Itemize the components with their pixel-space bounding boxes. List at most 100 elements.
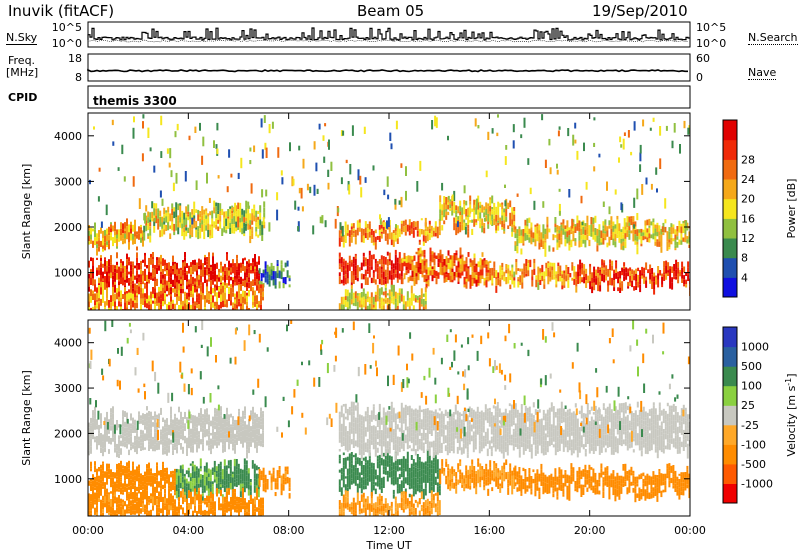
scatter-echo — [179, 361, 182, 373]
scatter-echo — [383, 189, 386, 196]
scatter-echo — [117, 348, 119, 354]
scatter-echo — [585, 417, 588, 425]
colorbar-tick-label: 100 — [741, 380, 762, 393]
scatter-echo — [201, 320, 204, 330]
scatter-echo — [620, 202, 623, 211]
scatter-echo — [537, 399, 540, 409]
scatter-echo — [348, 184, 351, 195]
scatter-echo — [462, 371, 465, 377]
scatter-echo — [619, 136, 622, 143]
scatter-echo — [330, 161, 333, 171]
colorbar-tick-label: 1000 — [741, 341, 769, 354]
scatter-echo — [172, 432, 175, 443]
scatter-echo — [293, 389, 296, 398]
scatter-echo — [574, 122, 577, 129]
scatter-echo — [328, 139, 330, 150]
scatter-echo — [643, 383, 646, 393]
scatter-echo — [184, 171, 187, 182]
scatter-echo — [668, 383, 671, 390]
scatter-echo — [409, 332, 412, 339]
scatter-echo — [357, 366, 360, 377]
y-axis-label: Slant Range [km] — [20, 370, 33, 466]
scatter-echo — [188, 411, 191, 419]
scatter-echo — [645, 177, 648, 185]
scatter-echo — [558, 210, 561, 216]
scatter-echo — [389, 427, 392, 432]
scatter-echo — [252, 389, 255, 395]
scatter-echo — [453, 350, 456, 361]
scatter-echo — [340, 177, 343, 185]
scatter-echo — [491, 128, 494, 134]
colorbar-swatch — [723, 346, 737, 367]
scatter-echo — [104, 320, 107, 332]
nsearch-trace — [87, 39, 689, 43]
scatter-echo — [451, 361, 453, 368]
scatter-echo — [156, 419, 159, 428]
scatter-echo — [144, 391, 146, 400]
date-title: 19/Sep/2010 — [592, 2, 688, 20]
scatter-echo — [513, 400, 515, 409]
scatter-echo — [477, 125, 480, 129]
scatter-echo — [523, 412, 526, 423]
data-region — [338, 401, 690, 461]
x-tick-label: 00:00 — [72, 524, 104, 537]
scatter-echo — [558, 188, 561, 192]
scatter-echo — [440, 357, 443, 365]
scatter-echo — [330, 418, 333, 427]
scatter-echo — [466, 388, 469, 400]
scatter-echo — [319, 216, 322, 224]
scatter-echo — [658, 391, 661, 395]
scatter-echo — [578, 382, 581, 393]
scatter-echo — [574, 139, 577, 144]
nsky-label: N.Sky — [6, 31, 38, 45]
scatter-echo — [447, 195, 450, 200]
scatter-echo — [431, 120, 434, 130]
scatter-echo — [276, 192, 279, 201]
scatter-echo — [190, 387, 193, 396]
scatter-echo — [544, 375, 547, 386]
scatter-echo — [182, 346, 185, 353]
scatter-echo — [487, 131, 490, 140]
scatter-echo — [463, 407, 466, 412]
scatter-echo — [470, 418, 473, 422]
y-tick-label: 2000 — [54, 427, 82, 440]
scatter-echo — [551, 322, 554, 331]
nave-tick-top: 60 — [696, 52, 710, 65]
scatter-echo — [199, 122, 201, 131]
scatter-echo — [441, 182, 444, 191]
scatter-echo — [582, 426, 585, 433]
data-region — [88, 487, 264, 516]
scatter-echo — [446, 334, 449, 342]
scatter-echo — [373, 335, 375, 339]
scatter-echo — [406, 363, 408, 371]
scatter-echo — [229, 357, 232, 364]
scatter-echo — [390, 143, 393, 150]
scatter-echo — [100, 221, 103, 228]
colorbar-swatch — [723, 277, 737, 298]
scatter-echo — [659, 158, 662, 169]
scatter-echo — [556, 169, 559, 175]
colorbar-label: Velocity [m s-1] — [784, 373, 798, 456]
scatter-echo — [400, 196, 403, 208]
scatter-echo — [302, 158, 305, 169]
scatter-echo — [627, 130, 630, 138]
colorbar-tick-label: -25 — [741, 419, 759, 432]
scatter-echo — [471, 334, 474, 338]
scatter-echo — [602, 201, 605, 207]
scatter-echo — [300, 187, 303, 199]
scatter-echo — [397, 345, 400, 356]
scatter-echo — [497, 114, 499, 118]
scatter-echo — [266, 347, 269, 352]
scatter-echo — [576, 150, 579, 160]
scatter-echo — [304, 427, 307, 435]
scatter-echo — [456, 427, 459, 432]
scatter-echo — [548, 138, 551, 146]
scatter-echo — [585, 181, 588, 190]
scatter-echo — [341, 225, 344, 237]
scatter-echo — [504, 335, 507, 342]
scatter-echo — [608, 338, 611, 344]
scatter-echo — [533, 421, 536, 433]
scatter-echo — [558, 126, 561, 130]
scatter-echo — [474, 118, 477, 127]
scatter-echo — [194, 126, 197, 133]
